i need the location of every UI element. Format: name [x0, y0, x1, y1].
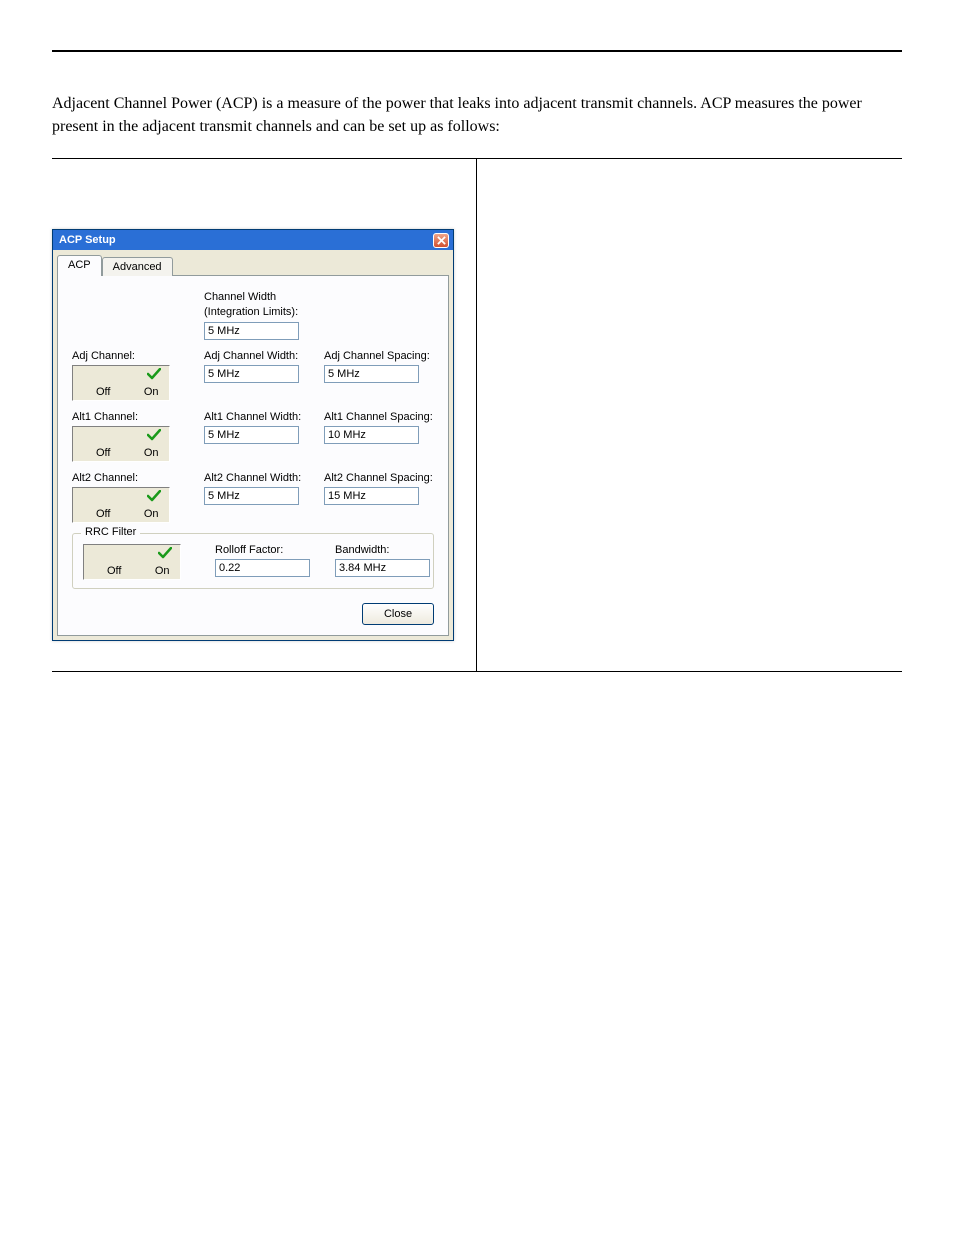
alt1-spacing-label: Alt1 Channel Spacing: — [324, 411, 442, 423]
intro-paragraph: Adjacent Channel Power (ACP) is a measur… — [52, 92, 902, 138]
acp-setup-dialog: ACP Setup ACP Advanced Chan — [52, 229, 454, 641]
adj-channel-label: Adj Channel: — [72, 350, 202, 362]
alt1-channel-toggle[interactable]: Off On — [72, 426, 170, 462]
tab-advanced[interactable]: Advanced — [102, 257, 173, 276]
alt1-on-label: On — [133, 447, 169, 459]
adj-channel-toggle[interactable]: Off On — [72, 365, 170, 401]
rolloff-input[interactable] — [215, 559, 310, 577]
alt1-spacing-input[interactable] — [324, 426, 419, 444]
rolloff-label: Rolloff Factor: — [215, 544, 333, 556]
alt1-width-input[interactable] — [204, 426, 299, 444]
rrc-on-label: On — [144, 565, 180, 577]
right-column — [477, 159, 902, 671]
dialog-title: ACP Setup — [59, 234, 116, 246]
rrc-filter-toggle[interactable]: Off On — [83, 544, 181, 580]
rule-top — [52, 50, 902, 52]
row-alt2-channel: Alt2 Channel: Off On — [72, 472, 434, 523]
alt2-spacing-input[interactable] — [324, 487, 419, 505]
rrc-off-label: Off — [84, 565, 144, 577]
rrc-filter-group: RRC Filter Off On — [72, 533, 434, 589]
row-alt1-channel: Alt1 Channel: Off On — [72, 411, 434, 462]
document-page: Adjacent Channel Power (ACP) is a measur… — [0, 0, 954, 712]
dialog-titlebar: ACP Setup — [53, 230, 453, 250]
close-button[interactable]: Close — [362, 603, 434, 625]
check-icon — [147, 429, 161, 444]
adj-width-input[interactable] — [204, 365, 299, 383]
alt1-channel-label: Alt1 Channel: — [72, 411, 202, 423]
tab-acp[interactable]: ACP — [57, 255, 102, 276]
alt1-width-label: Alt1 Channel Width: — [204, 411, 322, 423]
alt2-on-label: On — [133, 508, 169, 520]
row-rrc: Off On Rolloff Factor: Bandwidth: — [83, 544, 423, 580]
alt2-width-label: Alt2 Channel Width: — [204, 472, 322, 484]
close-icon[interactable] — [433, 233, 449, 248]
check-icon — [147, 368, 161, 383]
alt1-off-label: Off — [73, 447, 133, 459]
alt2-spacing-label: Alt2 Channel Spacing: — [324, 472, 442, 484]
rrc-filter-title: RRC Filter — [81, 526, 140, 538]
check-icon — [147, 490, 161, 505]
channel-width-label: Channel Width (Integration Limits): — [204, 290, 322, 319]
alt2-width-input[interactable] — [204, 487, 299, 505]
channel-width-input[interactable] — [204, 322, 299, 340]
alt2-off-label: Off — [73, 508, 133, 520]
bandwidth-input[interactable] — [335, 559, 430, 577]
adj-on-label: On — [133, 386, 169, 398]
adj-off-label: Off — [73, 386, 133, 398]
adj-width-label: Adj Channel Width: — [204, 350, 322, 362]
row-main-width: Channel Width (Integration Limits): — [72, 290, 434, 340]
check-icon — [158, 547, 172, 562]
button-row: Close — [72, 603, 434, 625]
adj-spacing-label: Adj Channel Spacing: — [324, 350, 442, 362]
bandwidth-label: Bandwidth: — [335, 544, 453, 556]
alt2-channel-label: Alt2 Channel: — [72, 472, 202, 484]
row-adj-channel: Adj Channel: Off On — [72, 350, 434, 401]
tab-panel-acp: Channel Width (Integration Limits): Adj … — [57, 275, 449, 636]
tab-strip: ACP Advanced — [53, 251, 453, 276]
rule-under-columns — [52, 671, 902, 672]
alt2-channel-toggle[interactable]: Off On — [72, 487, 170, 523]
left-column: ACP Setup ACP Advanced Chan — [52, 159, 477, 671]
two-column-region: ACP Setup ACP Advanced Chan — [52, 158, 902, 671]
adj-spacing-input[interactable] — [324, 365, 419, 383]
